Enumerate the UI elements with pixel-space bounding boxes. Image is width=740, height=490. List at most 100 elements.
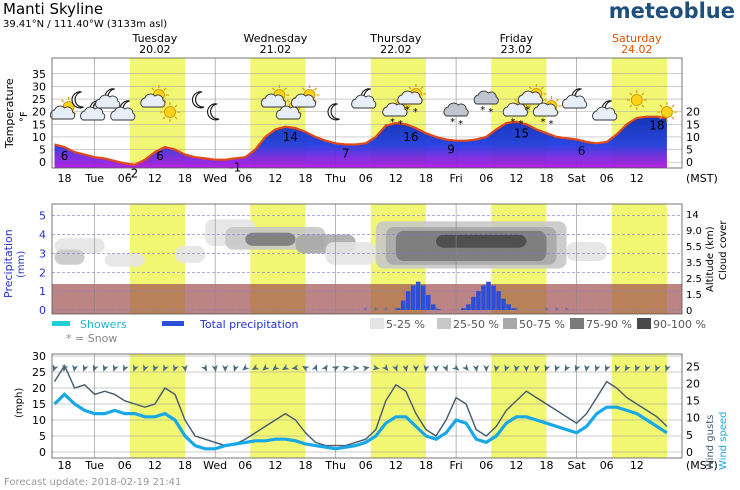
wind-arrow-head [281, 363, 290, 370]
wind-arrow-icon [442, 364, 448, 372]
wind-arrow-head [472, 364, 479, 372]
timezone-label: (MST) [686, 172, 718, 185]
altitude-tick-label: 14 [686, 210, 699, 221]
wind-arrow-icon [52, 364, 59, 372]
wind-arrow-icon [381, 363, 389, 372]
wind-arrow-head [173, 364, 179, 372]
wind-arrow-head [451, 363, 460, 371]
cloud-cover-block [104, 253, 145, 267]
time-tick-label: 18 [299, 172, 313, 185]
snow-mark: * [474, 306, 478, 315]
cloud-shape [290, 93, 317, 108]
sun-icon [626, 90, 647, 110]
wind-arrow-head [624, 363, 631, 372]
time-tick-label: 12 [630, 172, 644, 185]
wind-arrow-icon [635, 364, 641, 372]
time-tick-label: 06 [359, 172, 373, 185]
sun-ray [629, 104, 633, 108]
daylight-band [129, 354, 186, 458]
precip-bar [501, 298, 506, 310]
precip-tick-label: 5 [39, 210, 46, 223]
temperature-annotation: 6 [578, 144, 586, 158]
wind-arrow-head [362, 365, 370, 372]
cloud-cover-swatch [637, 318, 651, 329]
wind-plot-frame [51, 353, 683, 459]
wind-arrow-icon [92, 364, 99, 372]
wind-arrow-icon [302, 366, 310, 373]
moon-cloud-icon [592, 100, 618, 121]
altitude-tick-label: 3.5 [686, 258, 702, 269]
snowflake-glyph: * [458, 119, 463, 130]
wind-arrow-head [272, 363, 280, 371]
cloud-cover-block [174, 245, 206, 263]
cloud-shape [382, 102, 408, 117]
snow-sun-icon: ** [397, 84, 426, 118]
moon-icon [207, 103, 220, 121]
time-tick-label: 06 [238, 459, 252, 472]
wind-arrow-icon [331, 366, 340, 373]
precip-bar [420, 285, 426, 310]
temperature-tick-label: 20 [32, 106, 46, 119]
wind-arrow-icon [554, 364, 561, 372]
temperature-tick-label: 30 [32, 80, 46, 93]
temperature-unit-label: °F [19, 111, 30, 122]
wind-arrow-icon [645, 364, 651, 372]
time-tick-label: 06 [600, 459, 614, 472]
snow-sun-icon: ** [532, 96, 562, 130]
wind-tick-label: 5 [39, 430, 46, 443]
daylight-band [491, 354, 547, 458]
cloud-cover-block [325, 242, 376, 265]
wind-arrow-icon [483, 365, 490, 372]
precip-tick-label: 2 [39, 266, 46, 279]
wind-arrow-icon [272, 363, 280, 371]
showers-label: Showers [80, 318, 127, 331]
cloud-cover-swatch [437, 318, 451, 329]
wind-arrow-head [123, 364, 129, 372]
cloud-shape [473, 90, 499, 105]
moon-cloud-icon [562, 88, 588, 109]
wind-arrow-icon [233, 364, 240, 372]
wind-arrow-head [423, 364, 430, 372]
brand-logo[interactable]: meteoblue [609, 0, 735, 23]
precipitation-bars [395, 281, 516, 310]
altitude-axis-title: Altitude (km) [705, 226, 716, 292]
wind-arrow-icon [181, 364, 188, 372]
wind-arrow-icon [242, 363, 250, 371]
wind-arrow-icon [564, 363, 571, 372]
sun-cloud-icon [140, 85, 169, 108]
snow-mark: * [514, 306, 518, 315]
time-tick-label: 12 [509, 172, 523, 185]
temperature-tick-label: 15 [32, 118, 46, 131]
temperature-line [54, 115, 668, 166]
sun-ray [543, 98, 547, 102]
wind-tick-label-right: 20 [686, 377, 700, 390]
wind-arrow-icon [402, 364, 409, 372]
wind-arrow-head [655, 364, 661, 372]
time-tick-label: 18 [419, 172, 433, 185]
wind-arrow-icon [143, 364, 149, 372]
sun-ray [671, 104, 675, 108]
sun-disc [661, 106, 673, 118]
sun-icon [656, 102, 677, 122]
precip-bar [425, 294, 431, 310]
altitude-tick-label: 2.5 [686, 274, 702, 285]
snowflake-glyph: * [518, 119, 523, 130]
wind-grid [52, 354, 682, 458]
wind-arrow-icon [493, 364, 500, 372]
precip-bar [486, 281, 491, 310]
wind-arrow-icon [584, 364, 591, 372]
time-tick-label: 12 [509, 459, 523, 472]
cloud-shape [95, 94, 121, 109]
wind-direction-arrows [52, 363, 671, 373]
wind-arrow-head [523, 365, 530, 372]
wind-arrow-head [513, 364, 520, 372]
snowflake-glyph: * [488, 107, 493, 118]
sun-ray [151, 87, 155, 91]
wind-arrow-head [62, 364, 69, 372]
sun-ray [302, 87, 305, 91]
temperature-tick-label: 10 [32, 131, 46, 144]
snowflake-glyph: * [510, 117, 515, 128]
cloud-cover-block [436, 234, 527, 248]
